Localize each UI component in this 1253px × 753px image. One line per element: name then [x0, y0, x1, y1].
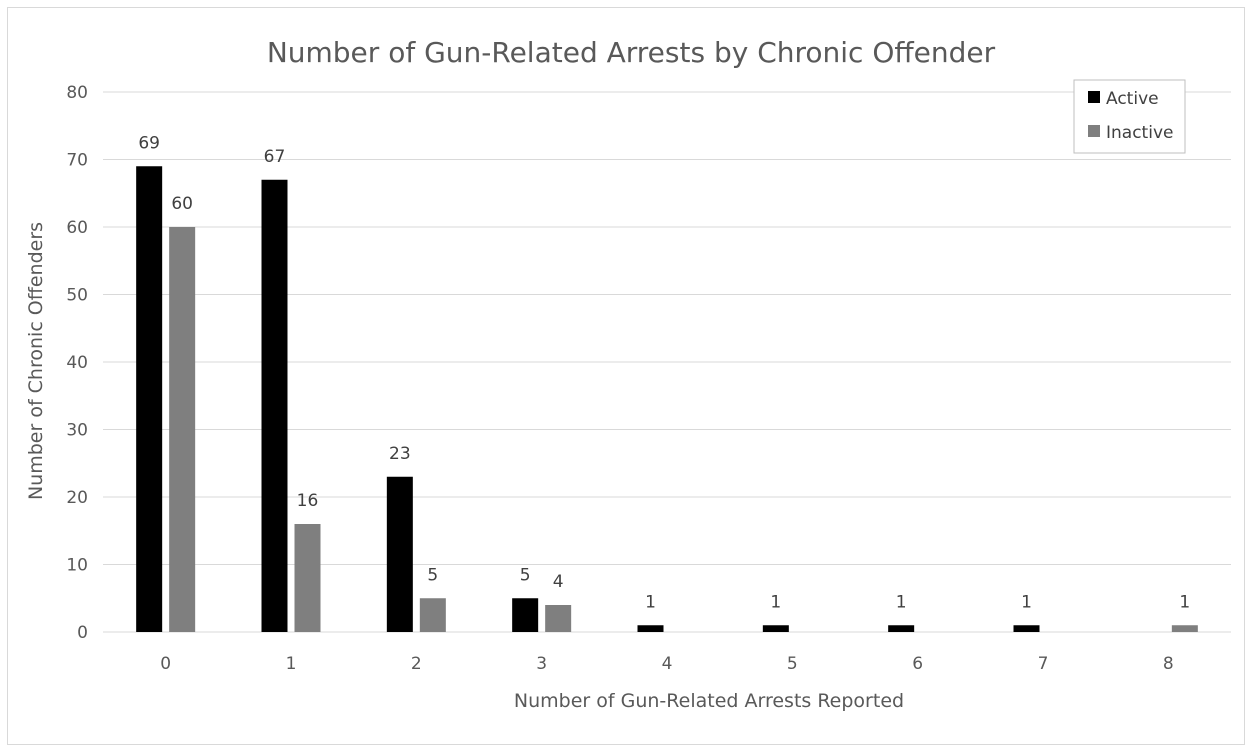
- x-tick-label: 6: [912, 654, 923, 674]
- x-tick-label: 4: [662, 654, 673, 674]
- data-label: 5: [520, 565, 531, 585]
- data-label: 1: [770, 592, 781, 612]
- x-axis-label: Number of Gun-Related Arrests Reported: [514, 690, 904, 712]
- bar-active: [136, 166, 163, 632]
- data-label: 67: [264, 147, 286, 167]
- y-tick-label: 70: [66, 151, 88, 171]
- legend-label-active: Active: [1106, 89, 1159, 109]
- x-tick-label: 0: [160, 654, 171, 674]
- data-label: 1: [896, 592, 907, 612]
- bar-active: [888, 625, 915, 632]
- y-tick-label: 40: [66, 353, 88, 373]
- bar-active: [1013, 625, 1040, 632]
- legend-swatch-inactive: [1088, 125, 1100, 137]
- y-tick-labels: 0 10 20 30 40 50 60 70 80: [66, 83, 88, 643]
- x-tick-label: 3: [536, 654, 547, 674]
- bar-active: [637, 625, 664, 632]
- x-tick-labels: 0 1 2 3 4 5 6 7 8: [160, 654, 1173, 674]
- x-tick-label: 7: [1038, 654, 1049, 674]
- chart-title: Number of Gun-Related Arrests by Chronic…: [267, 36, 996, 69]
- legend-label-inactive: Inactive: [1106, 123, 1173, 143]
- y-tick-label: 50: [66, 286, 88, 306]
- bar-inactive: [294, 524, 321, 632]
- bar-active: [386, 476, 413, 632]
- bar-inactive: [419, 598, 446, 632]
- y-tick-label: 0: [77, 623, 88, 643]
- x-tick-label: 2: [411, 654, 422, 674]
- data-labels: 69 60 67 16 23 5 5 4 1 1 1 1 1: [138, 133, 1190, 612]
- data-label: 1: [645, 592, 656, 612]
- bar-inactive: [1171, 625, 1198, 632]
- data-label: 23: [389, 444, 411, 464]
- data-label: 4: [553, 572, 564, 592]
- y-tick-label: 20: [66, 488, 88, 508]
- gridlines: [103, 91, 1231, 633]
- data-label: 5: [427, 565, 438, 585]
- x-tick-label: 1: [286, 654, 297, 674]
- bar-inactive: [169, 227, 196, 632]
- bar-active: [261, 179, 288, 632]
- data-label: 1: [1021, 592, 1032, 612]
- data-label: 60: [171, 194, 193, 214]
- chart-frame: [7, 7, 1245, 745]
- y-tick-label: 60: [66, 218, 88, 238]
- legend: Active Inactive: [1073, 79, 1186, 154]
- legend-swatch-active: [1088, 91, 1100, 103]
- bar-active: [762, 625, 789, 632]
- x-tick-label: 5: [787, 654, 798, 674]
- y-axis-label: Number of Chronic Offenders: [25, 222, 47, 500]
- bars: [136, 166, 1198, 632]
- y-tick-label: 30: [66, 421, 88, 441]
- x-tick-label: 8: [1163, 654, 1174, 674]
- y-tick-label: 80: [66, 83, 88, 103]
- bar-active: [512, 598, 539, 632]
- bar-inactive: [545, 605, 572, 632]
- y-tick-label: 10: [66, 556, 88, 576]
- data-label: 69: [138, 133, 160, 153]
- data-label: 16: [297, 491, 319, 511]
- data-label: 1: [1179, 592, 1190, 612]
